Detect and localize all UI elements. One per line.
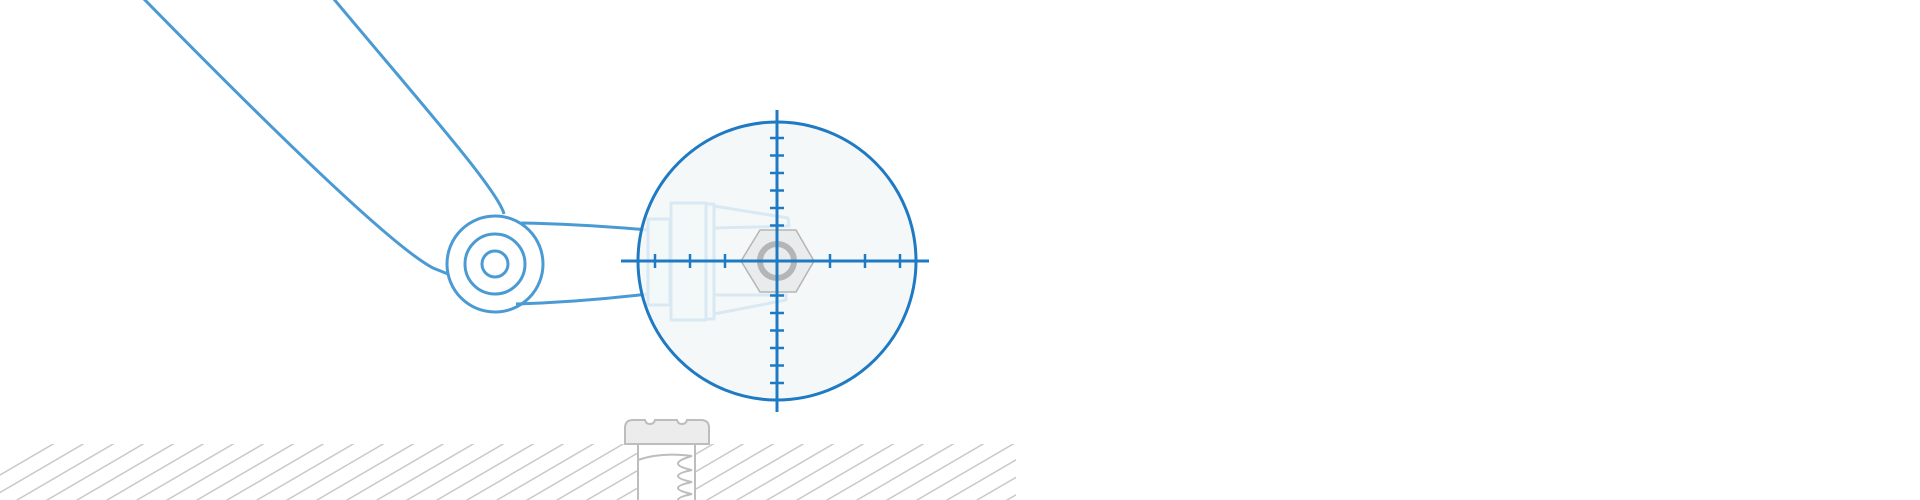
hatch-line — [1005, 493, 1016, 500]
hatch-line — [105, 444, 205, 500]
hatch-line — [945, 458, 1016, 500]
hatch-line — [1080, 440, 1200, 500]
hatch-line — [45, 444, 145, 500]
hatch-line — [375, 444, 475, 500]
screw-head — [624, 419, 710, 445]
hatch-line — [315, 444, 415, 500]
screw-icon — [624, 419, 710, 500]
screw-thread — [637, 453, 693, 500]
hatch-line — [525, 444, 625, 500]
hatch-line — [1050, 440, 1170, 500]
hatch-line — [0, 444, 55, 476]
arm-inner-edge — [332, 0, 506, 215]
hatch-line — [435, 444, 535, 500]
reticle-overlay — [621, 110, 929, 412]
hatch-line — [465, 444, 565, 500]
hatch-line — [705, 444, 805, 500]
hatch-line — [765, 444, 865, 500]
hatch-line — [795, 444, 895, 500]
hatch-line — [285, 444, 385, 500]
hatch-line — [495, 444, 595, 500]
hatch-line — [885, 444, 985, 500]
hatch-line — [345, 444, 445, 500]
hatch-line — [0, 444, 85, 494]
hatch-line — [1020, 440, 1140, 500]
hatch-line — [15, 444, 115, 500]
hatch-line — [195, 444, 295, 500]
ground-hatching — [0, 440, 1230, 500]
hatch-line — [405, 444, 505, 500]
hatch-line — [855, 444, 955, 500]
hatch-line — [975, 476, 1016, 500]
hatch-line — [165, 444, 265, 500]
hatch-line — [135, 444, 235, 500]
hatch-line — [75, 444, 175, 500]
forearm-bottom-edge — [515, 292, 649, 306]
forearm-top-edge — [520, 221, 649, 232]
hatch-line — [915, 444, 1015, 500]
hatch-line — [735, 444, 835, 500]
hatch-line — [1110, 440, 1230, 500]
arm-joint-inner — [480, 249, 510, 279]
hatch-line — [225, 444, 325, 500]
hatch-line — [255, 444, 355, 500]
hatch-line — [825, 444, 925, 500]
arm-outer-edge — [142, 0, 449, 276]
